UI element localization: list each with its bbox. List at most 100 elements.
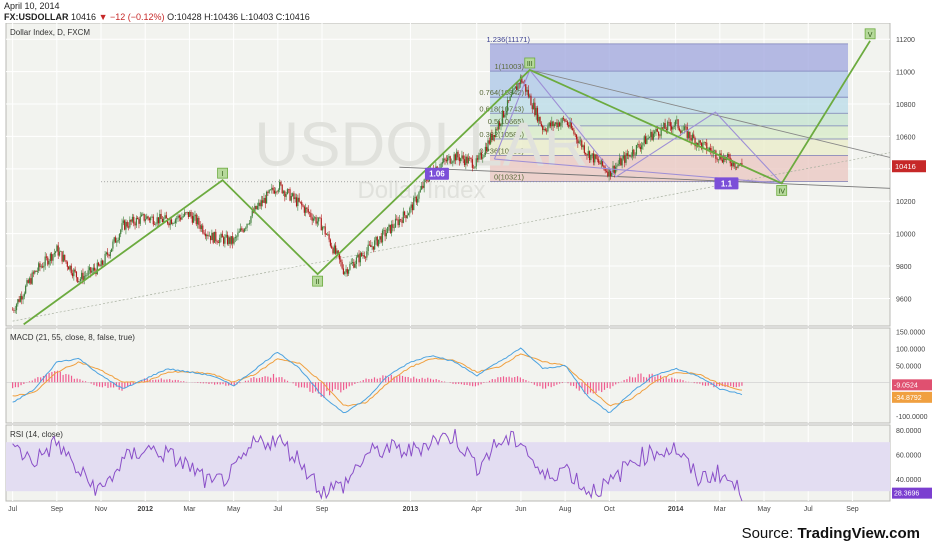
candle (607, 171, 609, 177)
candle (284, 191, 286, 197)
candle (340, 259, 342, 263)
candle (736, 166, 738, 168)
fibonacci-zone (489, 155, 849, 182)
candle (388, 224, 390, 228)
candle (609, 168, 611, 177)
fibonacci-zone (489, 43, 849, 72)
candle (161, 218, 163, 223)
candle (479, 152, 481, 156)
candle (13, 309, 15, 311)
candle (698, 140, 700, 147)
candle (64, 254, 66, 261)
price-change: −12 (−0.12%) (110, 12, 165, 22)
candle (622, 155, 625, 159)
candle (522, 82, 524, 84)
candle (83, 275, 85, 281)
candle (674, 120, 677, 126)
candle (237, 232, 239, 237)
candle (142, 213, 144, 215)
candle (689, 131, 691, 139)
candle (708, 147, 710, 151)
candle (336, 250, 338, 254)
x-tick-label: Nov (95, 506, 108, 513)
candle (327, 234, 329, 235)
down-arrow-icon: ▼ (98, 12, 108, 22)
candle (730, 163, 733, 166)
candle (18, 299, 20, 302)
candle (652, 133, 654, 140)
candle (320, 218, 322, 231)
rsi-band (6, 442, 890, 492)
candle (234, 236, 236, 239)
candle (333, 245, 335, 254)
candle (410, 204, 412, 208)
candle (96, 262, 98, 275)
candle (633, 149, 635, 155)
x-tick-label: May (227, 506, 241, 513)
candle (310, 212, 312, 218)
candle (376, 236, 378, 246)
candle (665, 128, 667, 131)
candle (107, 252, 109, 255)
candle (68, 266, 70, 270)
x-tick-label: Sep (51, 506, 64, 513)
candle (393, 227, 395, 229)
candle (734, 166, 737, 168)
candle (460, 158, 462, 162)
candle (329, 239, 331, 246)
pane-1-background (5, 327, 891, 424)
candle (198, 217, 200, 225)
candle (228, 237, 230, 245)
candle (672, 127, 674, 130)
candle (206, 234, 208, 237)
candle (517, 83, 519, 91)
candle (681, 130, 683, 133)
candle (643, 136, 645, 143)
candle (62, 254, 65, 262)
candle (267, 191, 269, 193)
candle (65, 260, 67, 263)
candle (126, 221, 128, 227)
candle (77, 277, 79, 283)
candle (17, 299, 19, 305)
candle (569, 121, 571, 127)
candle (305, 207, 307, 213)
candle (104, 253, 106, 265)
candle (151, 216, 153, 218)
candle (15, 304, 18, 311)
wave-label: III (527, 61, 533, 68)
candle (311, 217, 313, 221)
ratio-label-box (714, 177, 739, 190)
candle (639, 147, 641, 150)
candle (74, 269, 76, 272)
symbol-name[interactable]: FX:USDOLLAR (4, 12, 69, 22)
candle (91, 270, 93, 273)
chart-canvas[interactable]: 9600980010000102001040010600108001100011… (0, 23, 932, 523)
candle (133, 216, 135, 224)
candle (631, 149, 634, 157)
candle (225, 234, 227, 237)
candle (348, 269, 350, 274)
candle (66, 262, 68, 267)
candle (315, 217, 317, 224)
candle (513, 88, 515, 90)
candle (259, 202, 261, 207)
candle (51, 253, 53, 261)
candle (519, 76, 522, 85)
candle (415, 196, 417, 203)
candle (351, 262, 354, 264)
candle (281, 184, 283, 194)
candle (690, 138, 692, 141)
candle (667, 121, 669, 131)
candle (312, 218, 315, 221)
candle (49, 253, 51, 262)
candle (160, 213, 162, 219)
candle (366, 251, 368, 258)
candle (608, 168, 610, 177)
wave-label: V (868, 32, 873, 39)
candle (482, 157, 484, 159)
candle (14, 310, 16, 311)
candle (467, 157, 470, 164)
candle (182, 216, 184, 217)
candle (269, 189, 272, 191)
